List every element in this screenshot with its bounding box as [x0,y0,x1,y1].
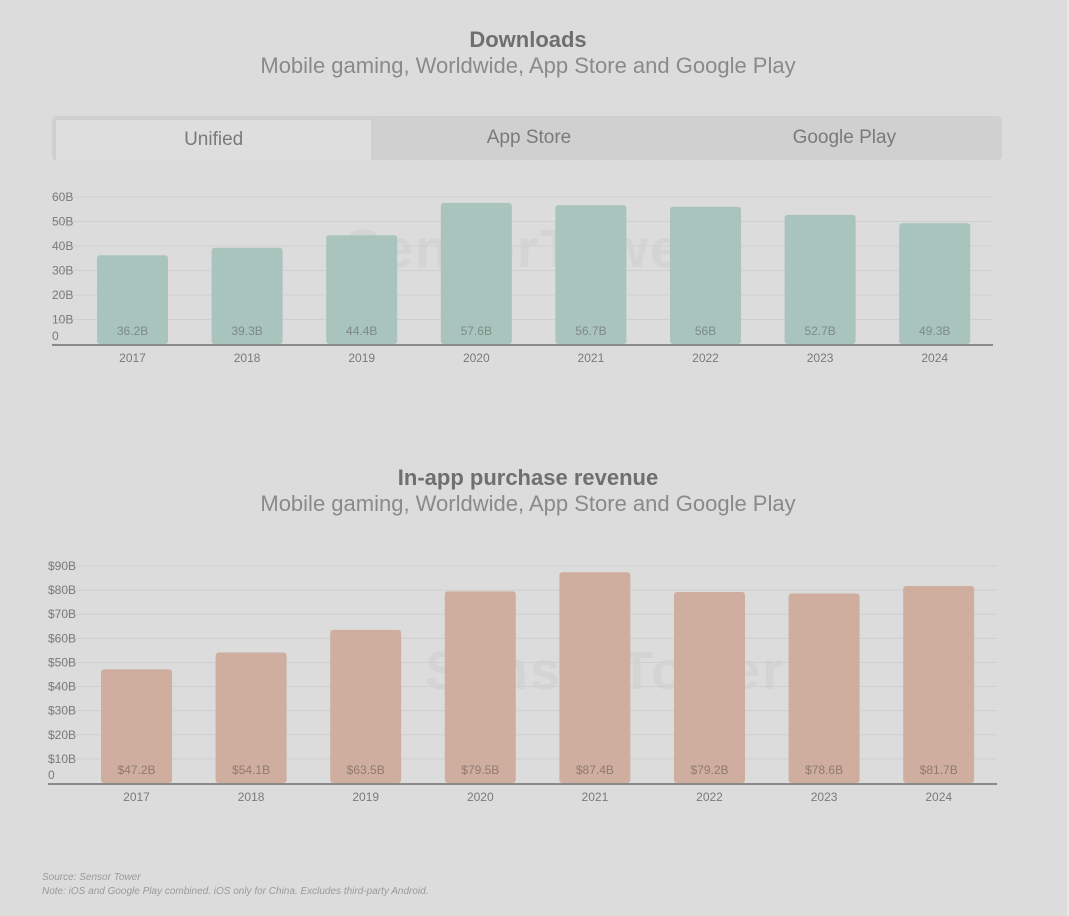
y-tick-label: 60B [52,190,73,204]
x-tick-label: 2022 [692,351,719,365]
data-label: $79.5B [461,763,499,777]
y-tick-label: 40B [52,239,73,253]
data-label: 36.2B [117,324,148,338]
bar [97,255,168,344]
data-label: 39.3B [231,324,262,338]
bar [903,586,975,783]
revenue-subtitle: Mobile gaming, Worldwide, App Store and … [260,491,796,516]
bar [440,202,512,344]
data-label: $54.1B [232,763,270,777]
y-tick-label: $10B [48,752,76,766]
bar [211,247,283,344]
y-tick-label: 0 [52,329,59,343]
bar [444,591,516,783]
x-tick-label: 2019 [348,351,375,365]
downloads-subtitle: Mobile gaming, Worldwide, App Store and … [260,53,796,78]
bar [555,205,627,344]
y-tick-label: 10B [52,313,73,327]
x-tick-label: 2020 [463,351,490,365]
bar [674,592,745,783]
bar [559,572,631,783]
x-tick-label: 2018 [234,351,261,365]
y-tick-label: $50B [48,655,76,669]
y-tick-label: 30B [52,264,73,278]
bar [670,206,741,344]
x-tick-label: 2017 [123,790,150,804]
bar [326,235,398,344]
tab-unified[interactable]: Unified [54,118,372,160]
y-tick-label: 0 [48,768,55,782]
data-label: $87.4B [576,763,614,777]
page-edge [1067,0,1069,916]
bar [788,593,860,783]
x-tick-label: 2023 [807,351,834,365]
tab-app-store[interactable]: App Store [486,127,572,148]
revenue-chart: 0 $10B $20B $30B $40B $50B $60B $70B $80B $90B $47… [48,559,997,804]
revenue-title: In-app purchase revenue [397,465,659,490]
y-tick-label: 20B [52,288,73,302]
y-tick-label: $20B [48,728,76,742]
x-tick-label: 2021 [582,790,609,804]
platform-tabs: Unified App Store Google Play [52,116,1002,160]
x-tick-label: 2024 [925,790,952,804]
data-label: $81.7B [920,763,958,777]
x-tick-label: 2023 [811,790,838,804]
bar [330,629,402,783]
methodology-note: Note: iOS and Google Play combined. iOS … [42,886,429,897]
data-label: 44.4B [346,324,377,338]
tab-google-play[interactable]: Google Play [792,127,897,148]
data-label: $47.2B [117,763,155,777]
y-tick-label: $30B [48,704,76,718]
watermark-logo: SensorTower [345,219,706,279]
data-label: $78.6B [805,763,843,777]
x-tick-label: 2017 [119,351,146,365]
bar [101,669,172,783]
bar [215,652,287,783]
y-tick-label: $80B [48,583,76,597]
data-label: 49.3B [919,324,950,338]
y-tick-label: $70B [48,607,76,621]
x-tick-label: 2018 [238,790,265,804]
downloads-title: Downloads [469,27,587,52]
x-tick-label: 2024 [921,351,948,365]
data-label: $79.2B [690,763,728,777]
data-label: $63.5B [347,763,385,777]
y-tick-label: 50B [52,215,73,229]
data-label: 57.6B [461,324,492,338]
y-tick-label: $40B [48,680,76,694]
bar [899,223,971,344]
data-label: 56.7B [575,324,606,338]
x-tick-label: 2019 [352,790,379,804]
bar [784,214,856,344]
downloads-chart: 0 10B 20B 30B 40B 50B 60B 36.2B 2017 39.3B 2018 44.… [52,190,993,365]
data-label: 52.7B [804,324,835,338]
y-tick-label: $60B [48,631,76,645]
source-note: Source: Sensor Tower [42,872,141,883]
x-tick-label: 2021 [578,351,605,365]
x-tick-label: 2020 [467,790,494,804]
data-label: 56B [695,324,716,338]
x-tick-label: 2022 [696,790,723,804]
y-tick-label: $90B [48,559,76,573]
